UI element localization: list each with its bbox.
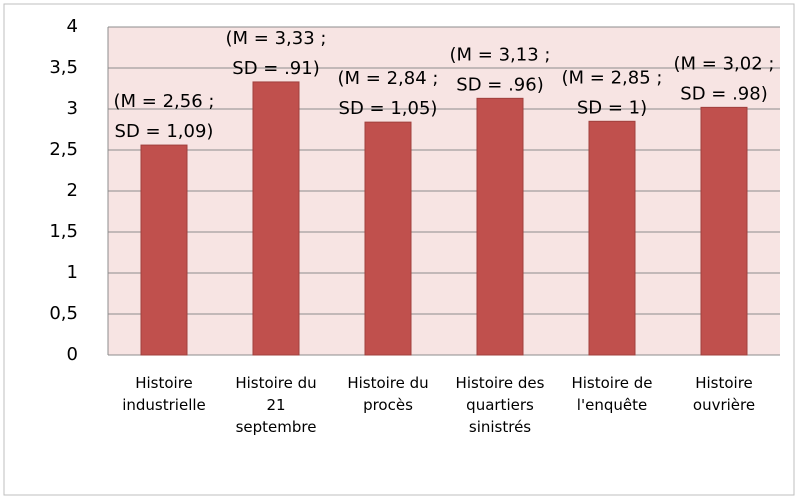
value-label: (M = 2,85 ; SD = 1) bbox=[562, 67, 663, 118]
x-tick-label: Histoire des quartiers sinistrés bbox=[456, 374, 545, 436]
y-tick-label: 0 bbox=[67, 344, 78, 365]
y-tick-label: 4 bbox=[67, 16, 78, 37]
bar bbox=[476, 97, 524, 356]
bar bbox=[140, 144, 188, 356]
bar bbox=[700, 106, 748, 356]
value-label: (M = 2,56 ; SD = 1,09) bbox=[114, 91, 215, 142]
x-tick-label: Histoire ouvrière bbox=[693, 374, 755, 414]
y-tick-label: 3,5 bbox=[49, 57, 78, 78]
value-label: (M = 3,33 ; SD = .91) bbox=[226, 28, 327, 79]
y-tick-label: 2 bbox=[67, 180, 78, 201]
x-tick-label: Histoire de l'enquête bbox=[571, 374, 652, 414]
value-label: (M = 3,13 ; SD = .96) bbox=[450, 44, 551, 95]
x-tick-label: Histoire du procès bbox=[347, 374, 428, 414]
x-tick-label: Histoire industrielle bbox=[122, 374, 206, 414]
y-tick-label: 3 bbox=[67, 98, 78, 119]
bar bbox=[588, 120, 636, 356]
y-tick-label: 1 bbox=[67, 262, 78, 283]
value-label: (M = 2,84 ; SD = 1,05) bbox=[338, 68, 439, 119]
y-tick-label: 0,5 bbox=[49, 303, 78, 324]
x-tick-label: Histoire du 21 septembre bbox=[235, 374, 316, 436]
bar bbox=[252, 81, 300, 356]
y-tick-label: 2,5 bbox=[49, 139, 78, 160]
bar bbox=[364, 121, 412, 356]
value-label: (M = 3,02 ; SD = .98) bbox=[674, 53, 775, 104]
y-tick-label: 1,5 bbox=[49, 221, 78, 242]
